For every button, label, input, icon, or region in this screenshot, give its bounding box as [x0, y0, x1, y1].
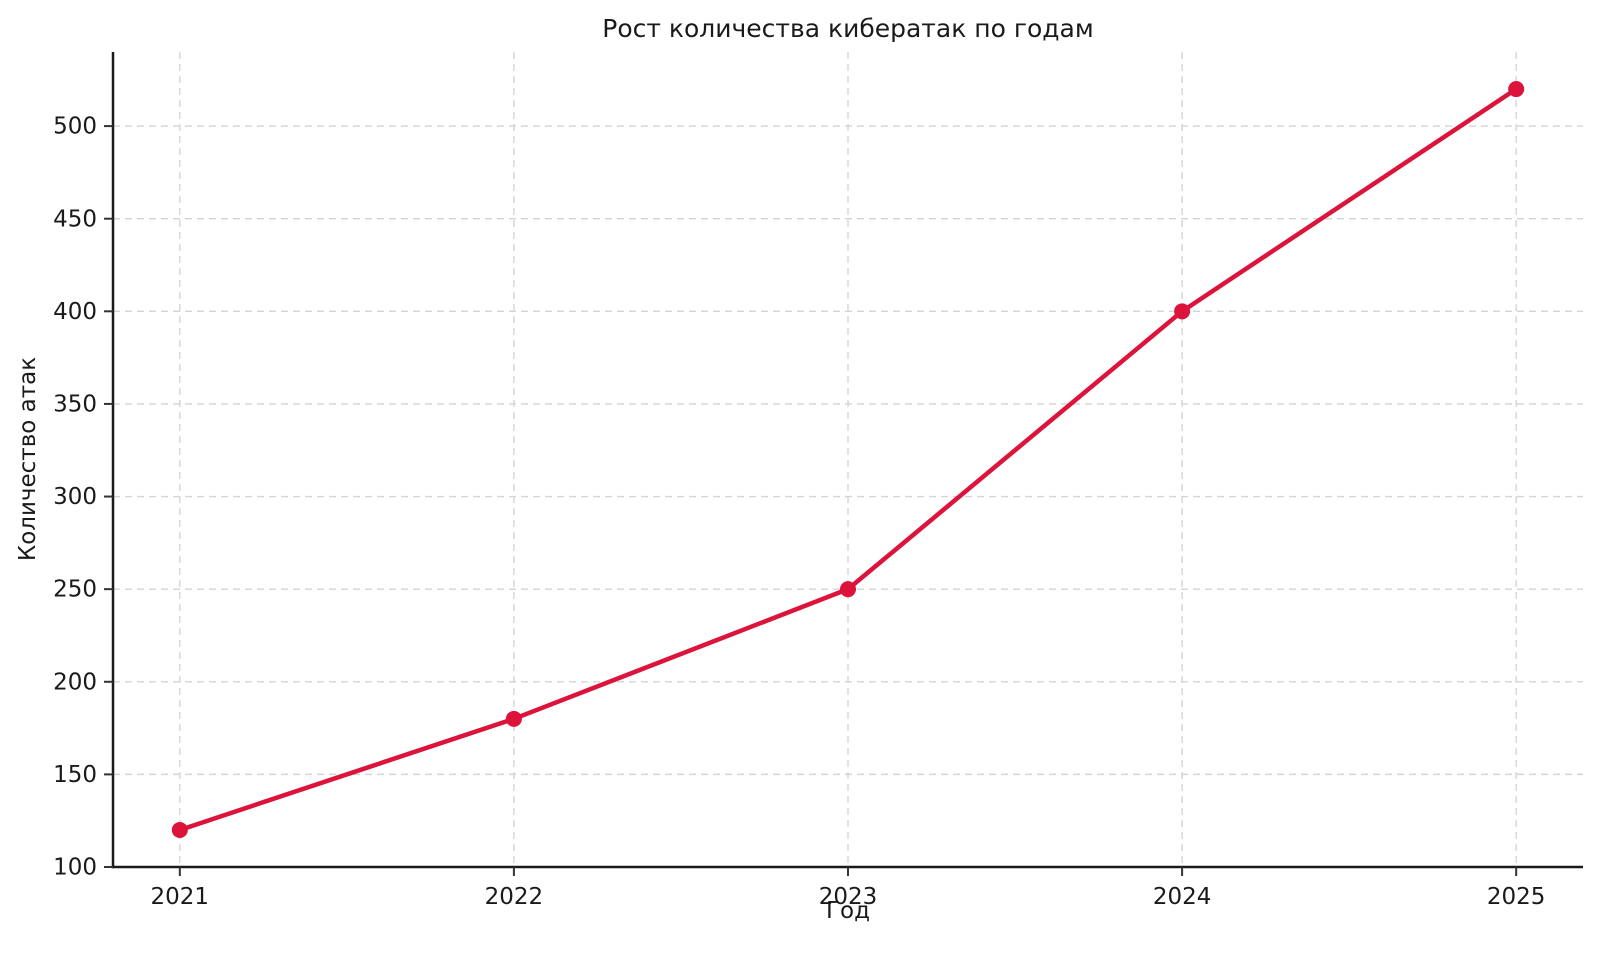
y-tick-label: 150: [53, 762, 97, 788]
y-tick-label: 200: [53, 669, 97, 695]
x-tick-label: 2021: [151, 884, 210, 910]
x-tick-label: 2025: [1487, 884, 1546, 910]
y-axis-label: Количество атак: [15, 356, 41, 562]
y-tick-label: 250: [53, 577, 97, 603]
data-point: [171, 821, 188, 838]
data-point: [1508, 81, 1525, 98]
y-tick-label: 500: [53, 114, 97, 140]
data-point: [1174, 303, 1191, 320]
data-point: [505, 710, 522, 727]
x-tick-label: 2022: [485, 884, 544, 910]
chart-title: Рост количества кибератак по годам: [602, 14, 1094, 43]
y-tick-label: 300: [53, 484, 97, 510]
data-series: [171, 81, 1525, 838]
y-tick-label: 350: [53, 392, 97, 418]
y-tick-label: 400: [53, 299, 97, 325]
data-point: [840, 581, 856, 598]
y-tick-label: 100: [53, 855, 97, 881]
x-tick-label: 2023: [819, 884, 878, 910]
axes: 100 150 200 250 300 350 400 450 500 2021 2022 2023 2…: [53, 52, 1583, 910]
x-axis-label: Год: [825, 898, 870, 924]
grid-lines: [113, 52, 1583, 868]
x-tick-label: 2024: [1153, 884, 1212, 910]
y-tick-label: 450: [53, 206, 97, 232]
